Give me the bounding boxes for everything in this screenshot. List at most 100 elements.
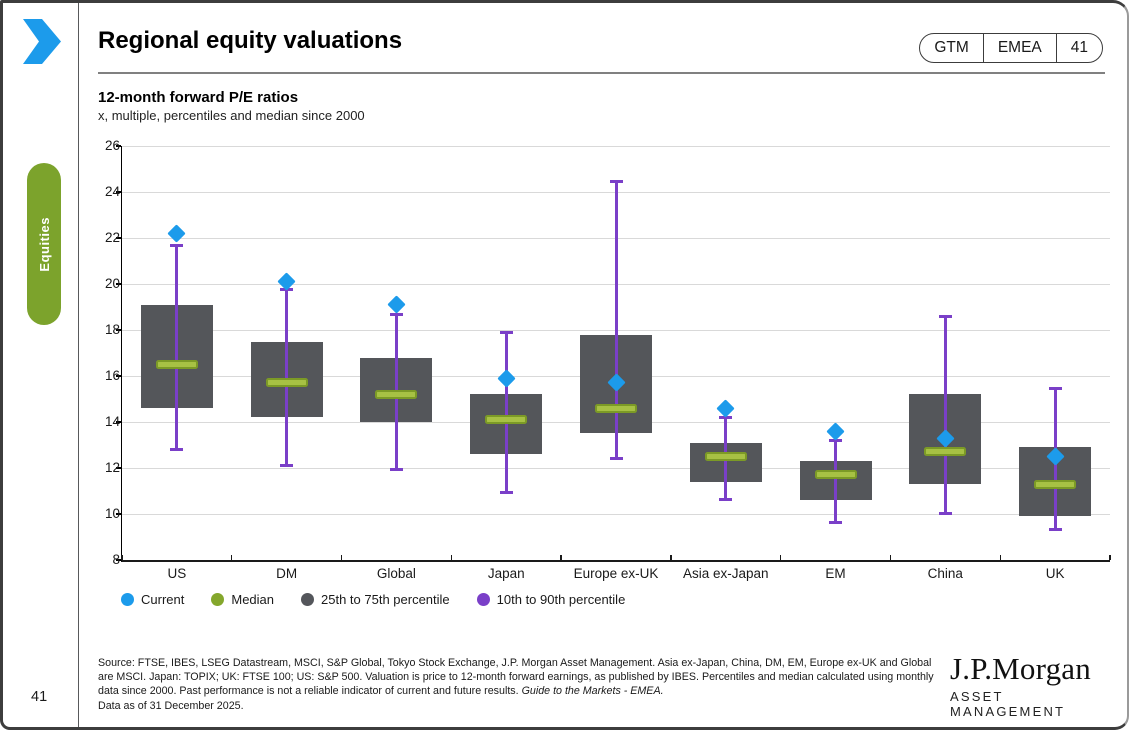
median-bar (595, 403, 637, 413)
y-axis-label: 14 (104, 414, 120, 429)
y-axis-tick (116, 559, 121, 561)
whisker-cap-top (938, 315, 952, 319)
median-bar (375, 389, 418, 399)
x-axis-label: UK (1045, 566, 1065, 581)
legend-dot-icon (211, 593, 225, 606)
x-axis-label: Europe ex-UK (573, 566, 659, 581)
chart-legend: Current Median 25th to 75th percentile 10th… (121, 592, 625, 607)
y-axis-tick (116, 375, 121, 377)
gtm-badge-gtm: GTM (934, 39, 969, 56)
y-axis-label: 12 (104, 460, 120, 475)
legend-item: 25th to 75th percentile (301, 592, 450, 607)
y-gridline (122, 146, 1110, 147)
source-italic: Guide to the Markets - EMEA. (521, 685, 664, 698)
y-axis-label: 10 (104, 506, 120, 521)
whisker-cap-bottom (938, 512, 952, 515)
gtm-badge-page: 41 (1055, 34, 1102, 62)
x-axis-label: DM (276, 566, 298, 581)
y-axis-tick (116, 513, 121, 515)
x-axis-tick (121, 555, 123, 560)
median-bar (485, 415, 528, 425)
y-axis-tick (116, 145, 121, 147)
median-bar (924, 447, 967, 457)
median-bar (155, 360, 198, 369)
legend-label: Current (141, 592, 185, 607)
whisker-cap-bottom (719, 498, 733, 502)
sidebar-tab-equities: Equities (27, 163, 61, 325)
y-axis-label: 26 (104, 138, 120, 153)
x-axis-tick (779, 555, 782, 560)
x-axis-tick (999, 555, 1001, 560)
chart-title: 12-month forward P/E ratios (98, 89, 299, 106)
x-axis-tick (450, 555, 453, 560)
jpmorgan-logo: J.P.Morgan ASSET MANAGEMENT (950, 651, 1110, 718)
legend-item: Current (121, 592, 184, 607)
y-axis-label: 22 (104, 230, 120, 245)
y-axis-tick (116, 237, 121, 239)
percentile-whisker (504, 332, 508, 494)
y-axis-tick (116, 421, 121, 423)
percentile-whisker (614, 180, 618, 459)
header-divider (98, 72, 1105, 74)
y-gridline (122, 468, 1110, 469)
median-bar (265, 378, 308, 388)
percentile-whisker (175, 244, 179, 450)
x-axis-tick (231, 555, 233, 560)
source-text: Source: FTSE, IBES, LSEG Datastream, MSC… (98, 657, 934, 698)
x-axis-tick (670, 555, 672, 560)
percentile-whisker (834, 440, 838, 524)
whisker-cap-top (719, 416, 733, 420)
gtm-badge: GTM EMEA 41 (919, 33, 1103, 63)
whisker-cap-top (829, 439, 843, 443)
y-axis-tick (116, 283, 121, 285)
median-bar (814, 470, 857, 480)
whisker-cap-bottom (170, 447, 184, 451)
chevron-right-icon (23, 19, 61, 64)
median-bar (704, 452, 747, 461)
whisker-cap-bottom (829, 521, 843, 525)
page-number: 41 (31, 689, 48, 705)
legend-label: 10th to 90th percentile (496, 592, 626, 607)
whisker-cap-top (609, 179, 623, 183)
x-axis-label: Asia ex-Japan (682, 566, 769, 581)
y-axis-label: 18 (104, 322, 120, 337)
whisker-cap-bottom (389, 468, 403, 472)
page-title: Regional equity valuations (98, 27, 403, 54)
legend-dot-icon (476, 593, 490, 606)
percentile-whisker (943, 316, 947, 514)
x-axis-label: US (167, 566, 187, 581)
whisker-cap-bottom (609, 456, 623, 460)
legend-label: 25th to 75th percentile (321, 592, 450, 607)
legend-item: 10th to 90th percentile (476, 592, 626, 607)
chart-subtitle: x, multiple, percentiles and median sinc… (98, 108, 365, 123)
y-axis-label: 8 (112, 552, 120, 567)
whisker-cap-bottom (499, 491, 513, 495)
x-axis-label: Global (376, 566, 416, 581)
y-gridline (122, 514, 1110, 515)
x-axis-label: Japan (487, 566, 525, 581)
plot-area: 8 10 12 14 16 18 20 22 24 26 US DM Global Japan Europe… (105, 138, 1111, 581)
x-axis-label: EM (825, 566, 846, 581)
current-diamond (387, 295, 406, 314)
x-axis-tick (340, 555, 343, 560)
legend-dot-icon (301, 593, 314, 606)
current-diamond (497, 369, 516, 388)
y-axis-label: 16 (104, 368, 120, 383)
legend-dot-icon (121, 593, 134, 606)
whisker-cap-bottom (280, 463, 294, 467)
left-rail-divider (78, 3, 79, 727)
jpmorgan-logo-wordmark: J.P.Morgan (950, 651, 1091, 686)
boxplot-chart: 8 10 12 14 16 18 20 22 24 26 US DM Global Japan Europe… (98, 138, 1111, 586)
current-diamond (716, 398, 735, 418)
source-note: Source: FTSE, IBES, LSEG Datastream, MSC… (98, 656, 940, 713)
legend-label: Median (231, 592, 274, 607)
whisker-cap-top (170, 243, 184, 247)
whisker-cap-top (499, 331, 513, 335)
whisker-cap-top (1048, 386, 1062, 390)
whisker-cap-top (389, 312, 403, 316)
y-axis-tick (116, 329, 121, 331)
x-axis-label: China (927, 566, 963, 581)
x-axis-tick (889, 555, 892, 560)
x-axis-tick (1109, 555, 1111, 560)
